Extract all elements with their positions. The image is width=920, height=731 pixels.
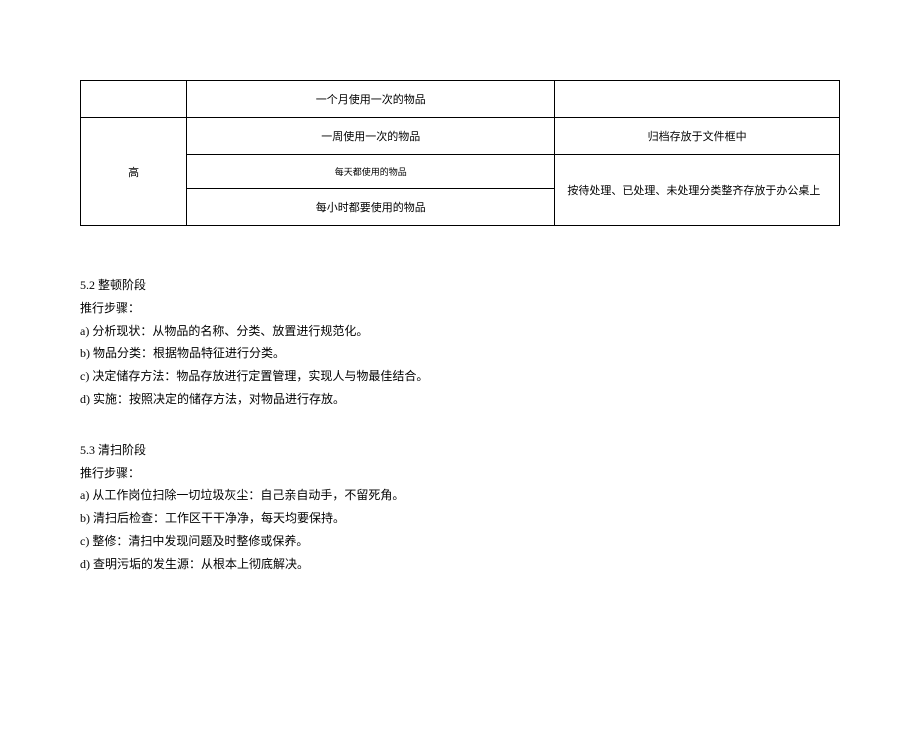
table-row: 一个月使用一次的物品 xyxy=(81,81,840,118)
table-cell: 一周使用一次的物品 xyxy=(187,118,555,155)
list-item: b) 清扫后检查：工作区干干净净，每天均要保持。 xyxy=(80,507,840,530)
list-item: a) 从工作岗位扫除一切垃圾灰尘：自己亲自动手，不留死角。 xyxy=(80,484,840,507)
list-item: a) 分析现状：从物品的名称、分类、放置进行规范化。 xyxy=(80,320,840,343)
table-row: 高 一周使用一次的物品 归档存放于文件框中 xyxy=(81,118,840,155)
list-item: b) 物品分类：根据物品特征进行分类。 xyxy=(80,342,840,365)
section-52: 5.2 整顿阶段 推行步骤： a) 分析现状：从物品的名称、分类、放置进行规范化… xyxy=(80,274,840,411)
table-cell: 高 xyxy=(81,118,187,226)
list-item: d) 查明污垢的发生源：从根本上彻底解决。 xyxy=(80,553,840,576)
table-row: 每天都使用的物品 按待处理、已处理、未处理分类整齐存放于办公桌上 xyxy=(81,155,840,189)
list-item: c) 整修：清扫中发现问题及时整修或保养。 xyxy=(80,530,840,553)
section-title: 5.3 清扫阶段 xyxy=(80,439,840,462)
table-cell: 每天都使用的物品 xyxy=(187,155,555,189)
list-item: c) 决定储存方法：物品存放进行定置管理，实现人与物最佳结合。 xyxy=(80,365,840,388)
section-title: 5.2 整顿阶段 xyxy=(80,274,840,297)
list-item: d) 实施：按照决定的储存方法，对物品进行存放。 xyxy=(80,388,840,411)
table-cell: 一个月使用一次的物品 xyxy=(187,81,555,118)
table-cell xyxy=(81,81,187,118)
section-subtitle: 推行步骤： xyxy=(80,297,840,320)
section-53: 5.3 清扫阶段 推行步骤： a) 从工作岗位扫除一切垃圾灰尘：自己亲自动手，不… xyxy=(80,439,840,576)
frequency-table: 一个月使用一次的物品 高 一周使用一次的物品 归档存放于文件框中 每天都使用的物… xyxy=(80,80,840,226)
section-subtitle: 推行步骤： xyxy=(80,462,840,485)
table-cell: 归档存放于文件框中 xyxy=(555,118,840,155)
table-cell xyxy=(555,81,840,118)
table-cell: 每小时都要使用的物品 xyxy=(187,189,555,226)
table-cell: 按待处理、已处理、未处理分类整齐存放于办公桌上 xyxy=(555,155,840,226)
